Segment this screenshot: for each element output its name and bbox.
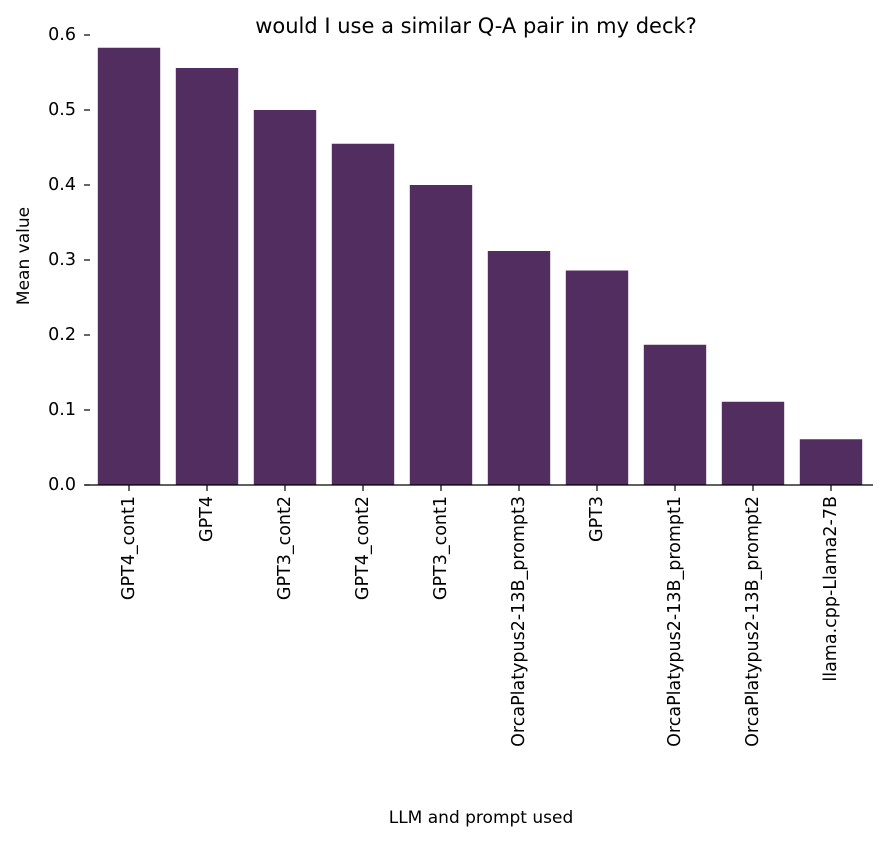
x-tick-label: OrcaPlatypus2-13B_prompt2 (743, 496, 763, 747)
x-tick-label: GPT4_cont2 (353, 496, 373, 600)
bar (409, 185, 473, 485)
y-tick-label: 0.6 (48, 25, 76, 45)
x-tick-label: GPT4_cont1 (119, 496, 139, 600)
y-tick-label: 0.2 (48, 325, 76, 345)
x-tick-label: GPT3 (587, 496, 607, 542)
bar (331, 143, 395, 485)
y-tick-label: 0.4 (48, 175, 76, 195)
bar (721, 401, 785, 485)
bar (487, 251, 551, 485)
bars-group (97, 47, 863, 485)
bar (97, 47, 161, 485)
bar (643, 344, 707, 485)
y-tick-label: 0.1 (48, 400, 76, 420)
bar (253, 110, 317, 485)
bar (565, 270, 629, 485)
y-tick-label: 0.5 (48, 100, 76, 120)
x-tick-label: GPT3_cont1 (431, 496, 451, 600)
bar (175, 68, 239, 485)
x-axis: GPT4_cont1 GPT4 GPT3_cont2 GPT4_cont2 GPT3_c… (85, 484, 873, 747)
x-tick-label: GPT4 (197, 496, 217, 542)
x-tick-label: OrcaPlatypus2-13B_prompt1 (665, 496, 685, 747)
x-tick-label: llama.cpp-Llama2-7B (821, 496, 841, 682)
y-axis: 0.0 0.1 0.2 0.3 0.4 0.5 0.6 (48, 25, 90, 495)
bar (799, 439, 863, 485)
y-axis-label: Mean value (14, 207, 34, 305)
x-tick-label: GPT3_cont2 (275, 496, 295, 600)
y-tick-label: 0.0 (48, 475, 76, 495)
y-tick-label: 0.3 (48, 250, 76, 270)
chart-title: would I use a similar Q-A pair in my dec… (255, 14, 697, 38)
x-axis-label: LLM and prompt used (389, 808, 574, 828)
x-tick-label: OrcaPlatypus2-13B_prompt3 (509, 496, 529, 747)
